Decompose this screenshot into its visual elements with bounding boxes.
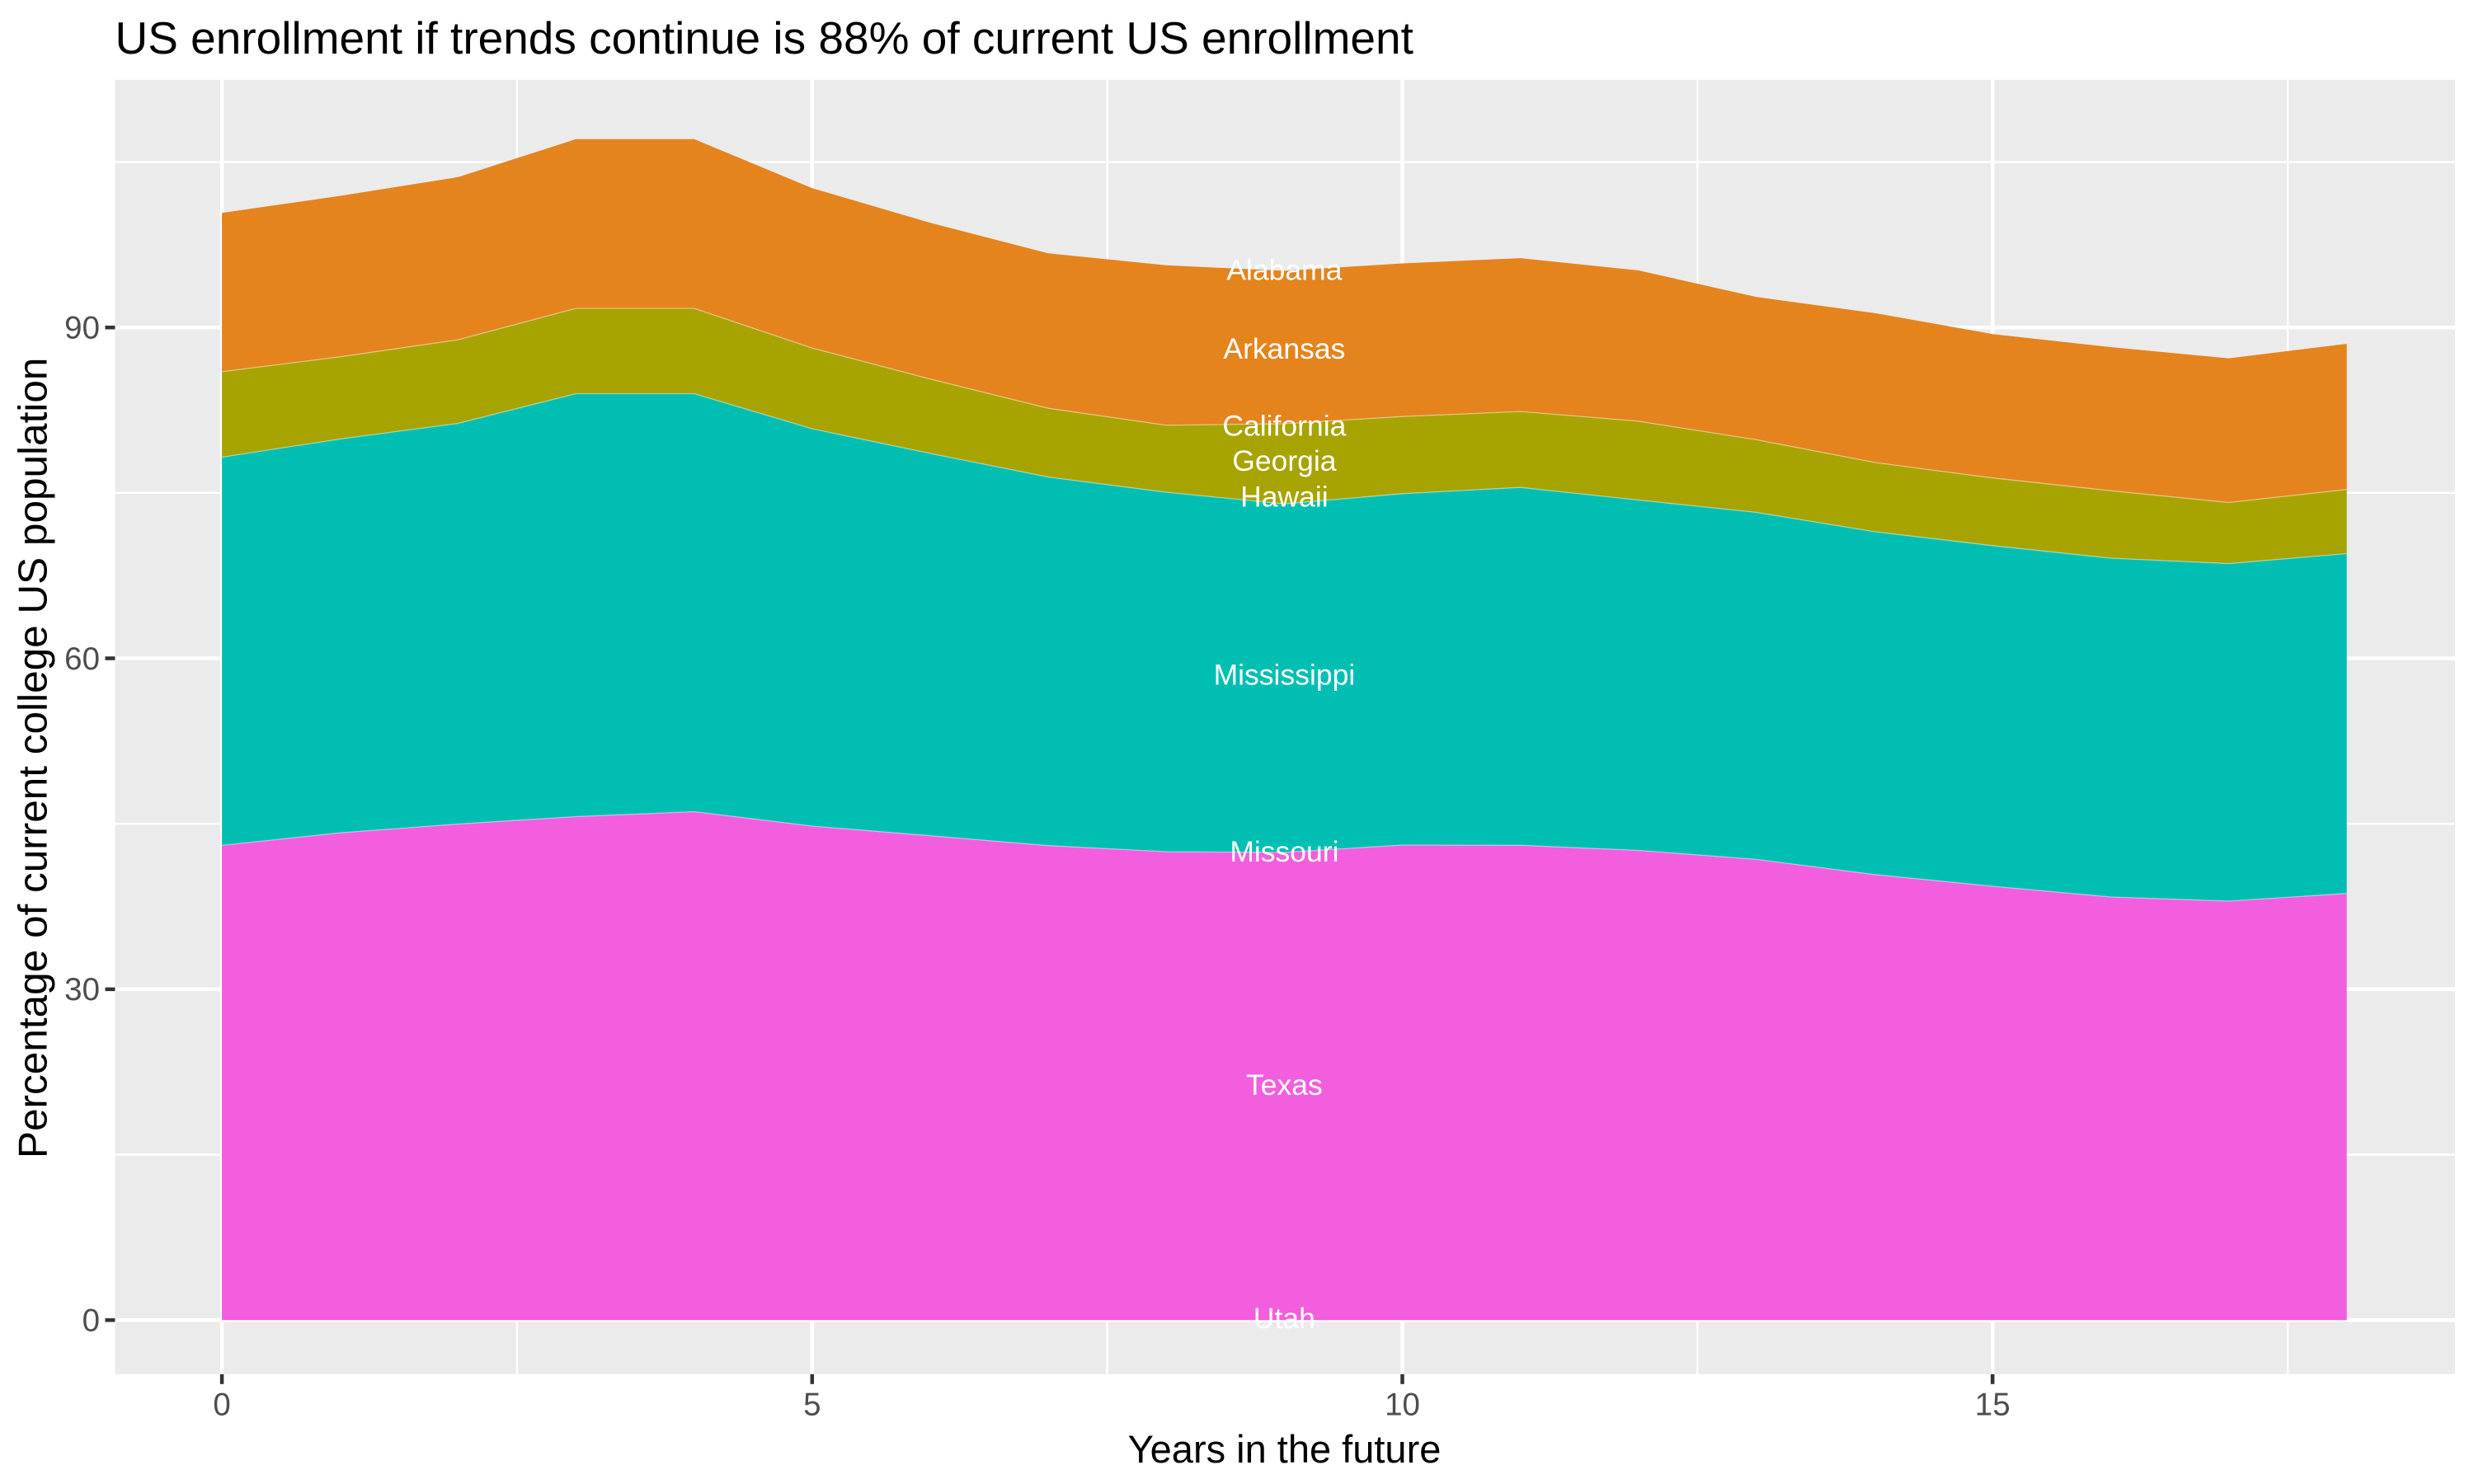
- svg-text:Georgia: Georgia: [1232, 444, 1337, 477]
- svg-text:0: 0: [82, 1303, 100, 1339]
- svg-text:15: 15: [1975, 1388, 2011, 1423]
- svg-text:Hawaii: Hawaii: [1240, 480, 1329, 513]
- svg-text:5: 5: [803, 1388, 821, 1423]
- svg-text:10: 10: [1385, 1388, 1420, 1423]
- svg-text:0: 0: [213, 1388, 230, 1423]
- svg-text:Texas: Texas: [1246, 1068, 1323, 1101]
- svg-text:60: 60: [64, 641, 100, 677]
- svg-text:30: 30: [64, 972, 100, 1007]
- svg-text:Arkansas: Arkansas: [1223, 332, 1345, 365]
- svg-text:Missouri: Missouri: [1230, 835, 1338, 868]
- svg-text:California: California: [1222, 409, 1346, 442]
- svg-text:90: 90: [64, 311, 100, 346]
- svg-text:Percentage of current college: Percentage of current college US populat…: [11, 358, 56, 1158]
- svg-text:Alabama: Alabama: [1226, 254, 1342, 287]
- svg-text:Mississippi: Mississippi: [1214, 658, 1356, 691]
- svg-text:Years in the future: Years in the future: [1128, 1427, 1442, 1471]
- svg-text:Utah: Utah: [1253, 1302, 1315, 1335]
- svg-text:US enrollment if trends contin: US enrollment if trends continue is 88% …: [115, 12, 1413, 63]
